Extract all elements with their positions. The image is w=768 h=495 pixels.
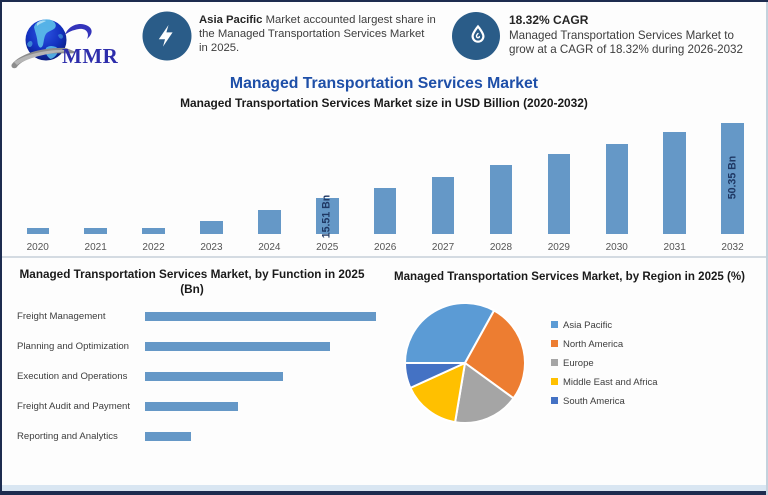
- svg-text:MMR: MMR: [62, 44, 119, 68]
